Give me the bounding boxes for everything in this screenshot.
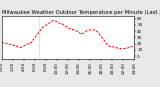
- Text: Milwaukee Weather Outdoor Temperature per Minute (Last 24 Hours): Milwaukee Weather Outdoor Temperature pe…: [2, 10, 160, 15]
